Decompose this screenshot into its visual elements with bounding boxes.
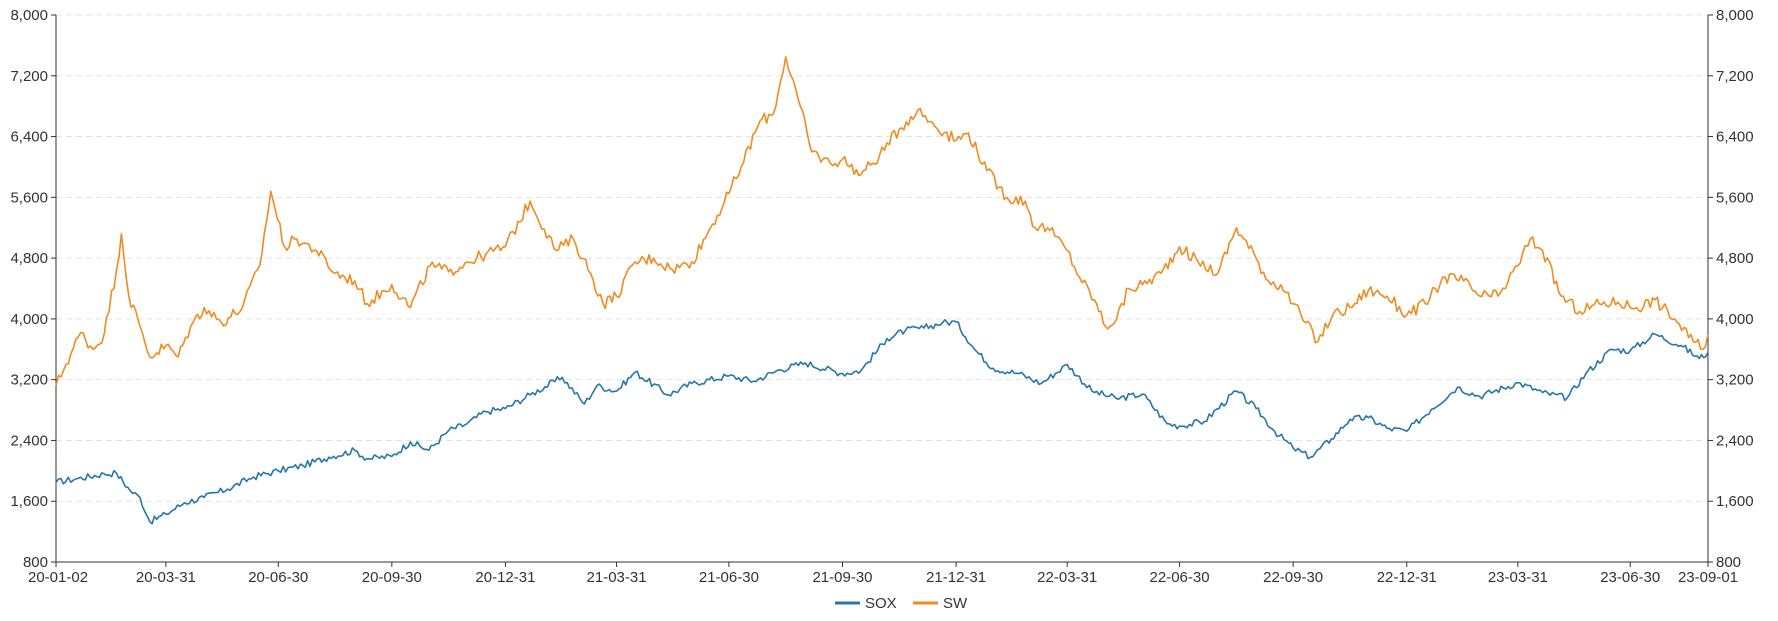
series-line-sw — [55, 56, 1709, 386]
x-tick-label: 23-03-31 — [1488, 569, 1548, 586]
series-line-sox — [55, 319, 1709, 525]
left-tick-label: 4,000 — [10, 311, 48, 328]
right-tick-label: 2,400 — [1716, 432, 1754, 449]
grid-layer — [56, 14, 1708, 502]
right-tick-label: 800 — [1716, 554, 1741, 571]
right-tick-label: 6,400 — [1716, 129, 1754, 146]
left-tick-label: 800 — [23, 554, 48, 571]
x-tick-label: 23-06-30 — [1600, 569, 1660, 586]
right-tick-label: 1,600 — [1716, 493, 1754, 510]
right-tick-label: 8,000 — [1716, 7, 1754, 24]
left-tick-label: 6,400 — [10, 129, 48, 146]
x-tick-label: 21-03-31 — [587, 569, 647, 586]
x-tick-label: 20-01-02 — [28, 569, 88, 586]
legend-label-sox: SOX — [865, 595, 897, 612]
x-tick-label: 20-06-30 — [248, 569, 308, 586]
x-tick-label: 20-09-30 — [362, 569, 422, 586]
left-axis-ticks: 8,000 7,200 6,400 5,600 4,800 4,000 3,200 2,400… — [10, 7, 48, 571]
x-tick-label: 21-09-30 — [812, 569, 872, 586]
x-tick-label: 23-09-01 — [1678, 569, 1738, 586]
right-tick-label: 5,600 — [1716, 189, 1754, 206]
x-tick-label: 21-06-30 — [699, 569, 759, 586]
legend: SOX SW — [835, 595, 968, 612]
right-axis-ticks: 8,000 7,200 6,400 5,600 4,800 4,000 3,200 2,400… — [1716, 7, 1754, 571]
left-tick-label: 7,200 — [10, 68, 48, 85]
right-tick-label: 4,800 — [1716, 250, 1754, 267]
right-tick-label: 3,200 — [1716, 372, 1754, 389]
right-tick-label: 7,200 — [1716, 68, 1754, 85]
left-tick-label: 1,600 — [10, 493, 48, 510]
x-tick-label: 21-12-31 — [926, 569, 986, 586]
left-tick-label: 2,400 — [10, 432, 48, 449]
x-tick-label: 20-12-31 — [475, 569, 535, 586]
series-layer — [55, 56, 1709, 525]
x-tick-label: 22-06-30 — [1150, 569, 1210, 586]
x-tick-label: 20-03-31 — [136, 569, 196, 586]
x-tick-label: 22-12-31 — [1377, 569, 1437, 586]
legend-label-sw: SW — [943, 595, 968, 612]
left-tick-label: 8,000 — [10, 7, 48, 24]
x-axis-ticks: 20-01-02 20-03-31 20-06-30 20-09-30 20-12-31… — [28, 569, 1738, 586]
left-tick-label: 5,600 — [10, 189, 48, 206]
right-tick-label: 4,000 — [1716, 311, 1754, 328]
left-tick-label: 3,200 — [10, 372, 48, 389]
axes-layer — [51, 14, 1713, 567]
x-tick-label: 22-09-30 — [1263, 569, 1323, 586]
x-tick-label: 22-03-31 — [1037, 569, 1097, 586]
left-tick-label: 4,800 — [10, 250, 48, 267]
